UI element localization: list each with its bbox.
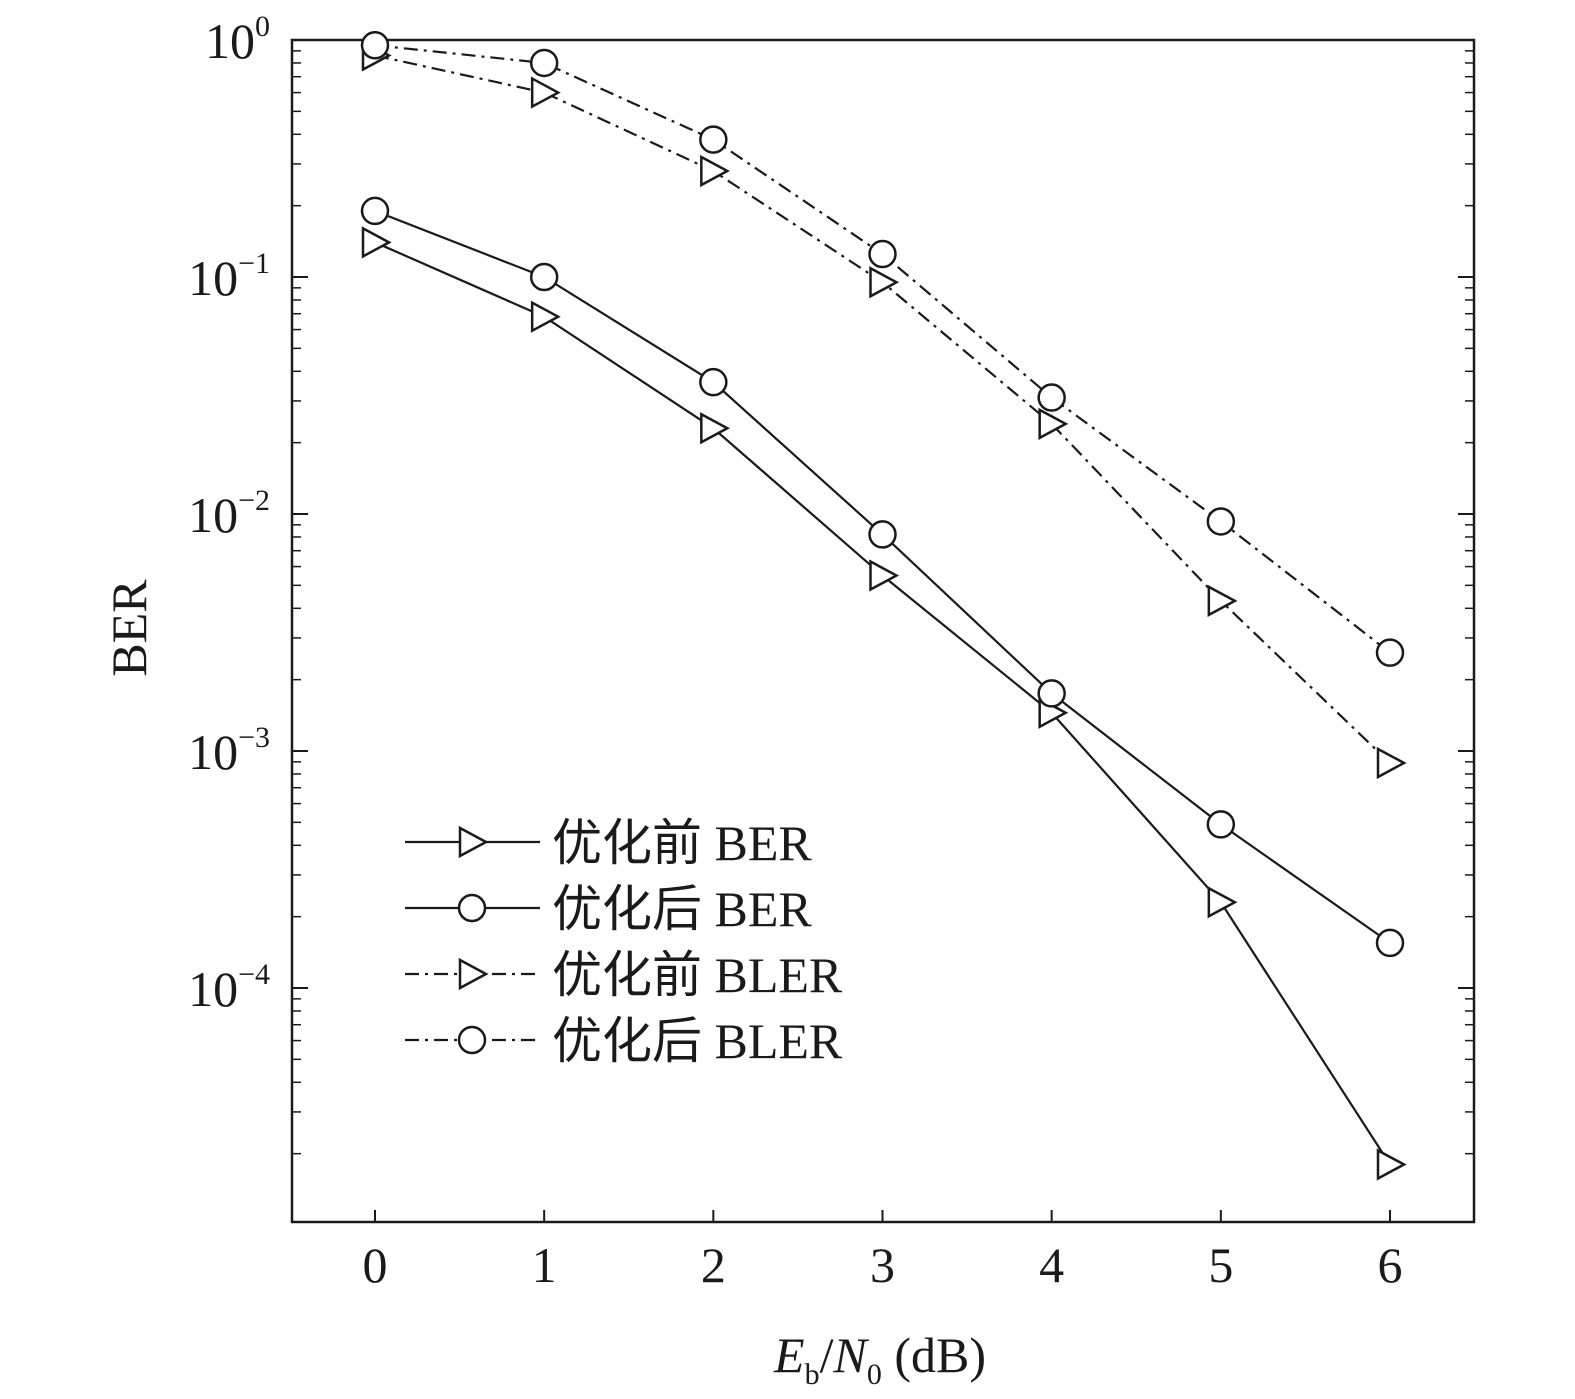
data-point — [529, 262, 559, 292]
series-line — [374, 54, 1391, 764]
data-point — [1376, 1148, 1407, 1181]
data-point — [699, 125, 728, 154]
data-point — [869, 559, 900, 592]
data-point — [360, 196, 390, 226]
data-point — [1375, 638, 1405, 667]
data-point — [1207, 584, 1238, 617]
legend-marker — [458, 957, 489, 991]
y-tick-label: 10−3 — [188, 721, 270, 780]
data-point — [1376, 746, 1407, 780]
series-layer — [360, 31, 1407, 1181]
series-3 — [360, 31, 1405, 667]
y-axis-label: BER — [101, 579, 157, 677]
data-point — [1206, 507, 1236, 536]
data-point — [1207, 886, 1238, 919]
data-point — [530, 300, 561, 333]
y-tick-label: 100 — [205, 10, 270, 69]
legend-marker — [457, 893, 487, 923]
legend-entry: 优化前 BER — [405, 815, 812, 871]
data-point — [1375, 928, 1405, 958]
series-0 — [361, 226, 1407, 1181]
data-point — [530, 76, 561, 109]
legend-entry: 优化后 BER — [405, 881, 812, 937]
legend-entry: 优化前 BLER — [405, 947, 843, 1003]
data-point — [1038, 407, 1069, 440]
y-tick-label: 10−2 — [188, 484, 270, 543]
data-point — [1037, 383, 1066, 412]
series-2 — [361, 39, 1407, 780]
series-1 — [360, 196, 1405, 958]
legend-marker — [458, 825, 489, 859]
x-tick-label: 4 — [1039, 1237, 1064, 1293]
data-point — [529, 48, 559, 78]
y-tick-label: 10−4 — [188, 958, 270, 1017]
data-point — [869, 266, 900, 299]
x-tick-label: 1 — [532, 1237, 557, 1293]
data-point — [700, 412, 730, 445]
axes: 0 1 2 3 4 5 6 100 10−1 10−2 10−3 10−4 BER Eb/N0 (dB) — [101, 10, 1474, 1391]
legend-label: 优化后 BLER — [552, 1013, 843, 1069]
data-point — [1037, 679, 1066, 708]
series-line — [374, 241, 1391, 1166]
data-point — [700, 154, 730, 188]
x-tick-label: 6 — [1378, 1237, 1403, 1293]
data-point — [1206, 810, 1236, 839]
x-tick-label: 2 — [701, 1237, 726, 1293]
legend-label: 优化前 BLER — [552, 947, 843, 1003]
data-point — [868, 520, 897, 549]
legend-label: 优化后 BER — [552, 881, 812, 937]
legend: 优化前 BER 优化后 BER 优化前 BLER 优化后 BLER — [405, 815, 843, 1069]
data-point — [699, 367, 728, 397]
data-point — [868, 239, 897, 269]
x-tick-label: 3 — [870, 1237, 895, 1293]
legend-label: 优化前 BER — [552, 815, 812, 871]
legend-marker — [457, 1025, 487, 1055]
series-line — [374, 44, 1391, 654]
x-tick-label: 5 — [1208, 1237, 1233, 1293]
data-point — [360, 31, 390, 60]
x-tick-label: 0 — [363, 1237, 388, 1293]
y-tick-label: 10−1 — [188, 247, 270, 306]
legend-entry: 优化后 BLER — [405, 1013, 843, 1069]
x-axis-label: Eb/N0 (dB) — [773, 1327, 986, 1391]
data-point — [361, 226, 392, 259]
